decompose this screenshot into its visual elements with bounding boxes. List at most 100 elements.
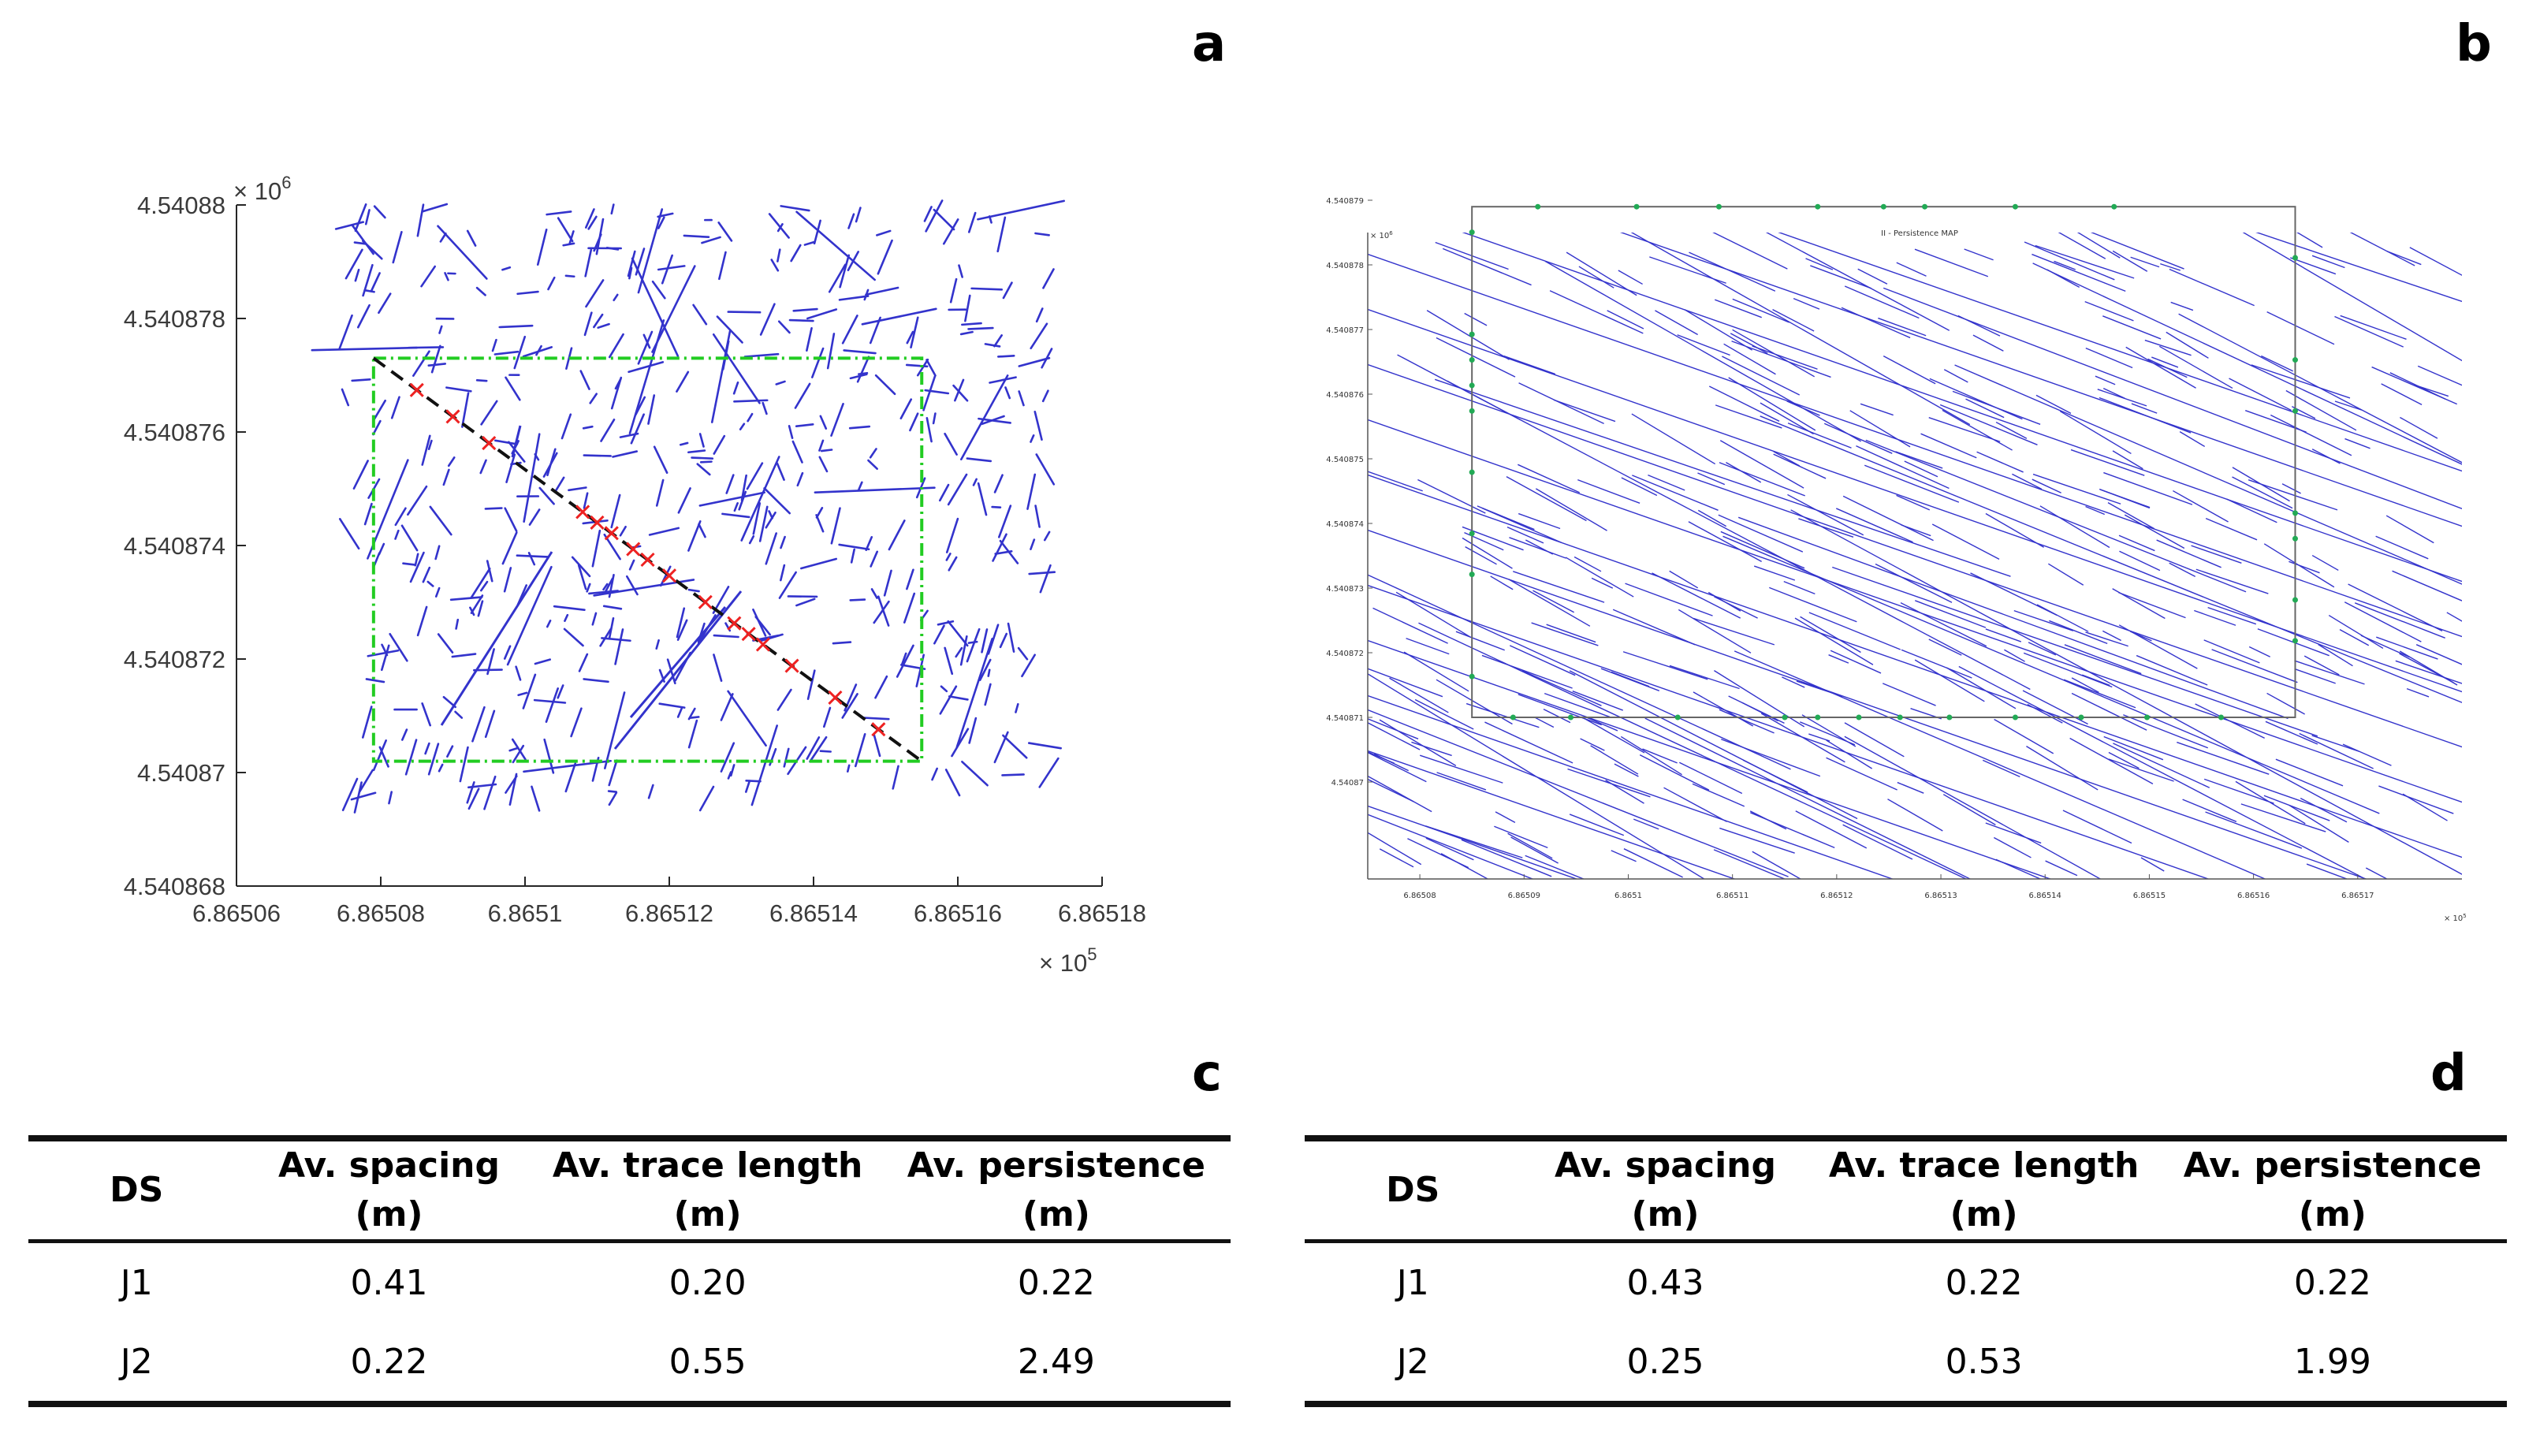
fracture-trace: [1041, 348, 1053, 369]
fracture-trace: [546, 448, 557, 477]
chart-a-y-ticks: 4.540868 4.54087 4.540872 4.540874 4.540876 4…: [124, 192, 246, 900]
persistence-trace: [1689, 251, 1776, 292]
persistence-trace: [1569, 670, 1858, 820]
fracture-trace: [809, 735, 828, 763]
persistence-trace: [2203, 639, 2260, 664]
y-tick-label: 4.540874: [1326, 520, 1364, 529]
fracture-trace: [830, 507, 841, 545]
fracture-trace: [803, 240, 815, 246]
persistence-trace: [1518, 694, 1602, 726]
fracture-trace: [873, 733, 881, 758]
persistence-trace: [1828, 654, 1849, 664]
fracture-trace: [522, 673, 537, 709]
persistence-trace: [1503, 355, 1556, 375]
persistence-trace: [1465, 702, 1540, 728]
fracture-trace: [661, 254, 673, 285]
persistence-trace: [2290, 257, 2337, 275]
persistence-trace: [2296, 233, 2323, 248]
persistence-trace: [2024, 241, 2115, 281]
persistence-trace: [1728, 377, 1816, 431]
fracture-trace: [967, 326, 994, 330]
fracture-trace: [760, 633, 784, 642]
fracture-trace: [909, 412, 919, 432]
persistence-trace: [1518, 512, 1561, 530]
fracture-trace: [631, 257, 680, 357]
fracture-trace: [952, 384, 969, 402]
fracture-trace: [508, 441, 526, 463]
fracture-trace: [416, 605, 428, 637]
persistence-trace: [2263, 795, 2330, 821]
fracture-trace: [503, 567, 512, 593]
fracture-trace: [486, 648, 495, 676]
fracture-trace: [607, 790, 617, 793]
fracture-trace: [454, 710, 464, 719]
fracture-trace: [765, 532, 777, 565]
header-trace-length: Av. trace length (m): [1828, 1145, 2140, 1234]
persistence-trace: [2229, 378, 2292, 411]
persistence-trace: [2064, 644, 2142, 675]
persistence-trace: [1407, 838, 1469, 869]
persistence-trace: [2063, 679, 2136, 709]
fracture-trace: [421, 203, 449, 213]
fracture-trace: [511, 440, 520, 455]
fracture-trace: [961, 322, 982, 326]
fracture-trace: [484, 507, 503, 510]
fracture-trace: [830, 403, 844, 438]
intersection-marker: [2012, 203, 2018, 210]
chart-a-y-multiplier: × 106: [233, 173, 291, 205]
fracture-trace: [437, 225, 488, 280]
fracture-trace: [600, 419, 616, 442]
persistence-trace: [1718, 514, 1804, 553]
persistence-trace: [2108, 751, 2140, 769]
fracture-trace: [991, 505, 1002, 509]
fracture-trace: [733, 399, 769, 403]
fracture-trace: [608, 759, 618, 787]
persistence-trace: [2392, 570, 2462, 601]
chart-b-sampling-window: [1471, 206, 2296, 718]
persistence-trace: [2311, 554, 2339, 572]
fracture-trace: [780, 535, 786, 549]
fracture-trace: [647, 784, 654, 799]
persistence-trace: [2123, 714, 2209, 749]
persistence-trace: [1373, 753, 1410, 772]
persistence-trace: [1896, 262, 1927, 277]
fracture-trace: [870, 550, 879, 568]
fracture-trace: [1039, 564, 1052, 594]
fracture-trace: [712, 333, 761, 404]
fracture-trace: [691, 456, 714, 460]
persistence-trace: [1462, 537, 1513, 569]
persistence-trace: [1368, 750, 1737, 879]
fracture-trace: [910, 316, 919, 348]
intersection-marker: [1469, 357, 1475, 363]
y-tick-label: 4.540871: [1326, 714, 1364, 723]
persistence-trace: [2342, 743, 2392, 766]
fracture-trace: [449, 596, 483, 601]
x-tick-label: 6.86511: [1716, 892, 1749, 900]
x-tick-label: 6.8651: [488, 899, 563, 927]
persistence-trace: [1368, 308, 2462, 693]
fracture-trace: [964, 294, 971, 322]
fracture-trace: [788, 425, 794, 439]
fracture-trace: [860, 717, 890, 721]
fracture-trace: [479, 459, 487, 475]
persistence-trace: [1786, 400, 1820, 416]
persistence-trace: [1425, 825, 1523, 858]
persistence-trace: [1632, 475, 1719, 511]
fracture-trace: [467, 783, 497, 789]
persistence-trace: [2318, 643, 2353, 667]
fracture-trace: [712, 586, 730, 614]
fracture-trace: [765, 511, 776, 529]
persistence-trace: [1411, 741, 1452, 757]
persistence-trace: [2311, 735, 2359, 752]
fracture-trace: [865, 536, 873, 552]
fracture-trace: [819, 415, 828, 430]
fracture-trace: [614, 378, 622, 390]
persistence-trace: [2085, 347, 2133, 369]
persistence-trace: [1572, 691, 1623, 711]
persistence-trace: [1954, 364, 2462, 585]
fracture-trace: [404, 739, 418, 776]
header-ds: DS: [1386, 1170, 1440, 1210]
intersection-marker: [727, 616, 742, 631]
fracture-trace: [745, 780, 762, 783]
fracture-trace: [790, 244, 802, 263]
